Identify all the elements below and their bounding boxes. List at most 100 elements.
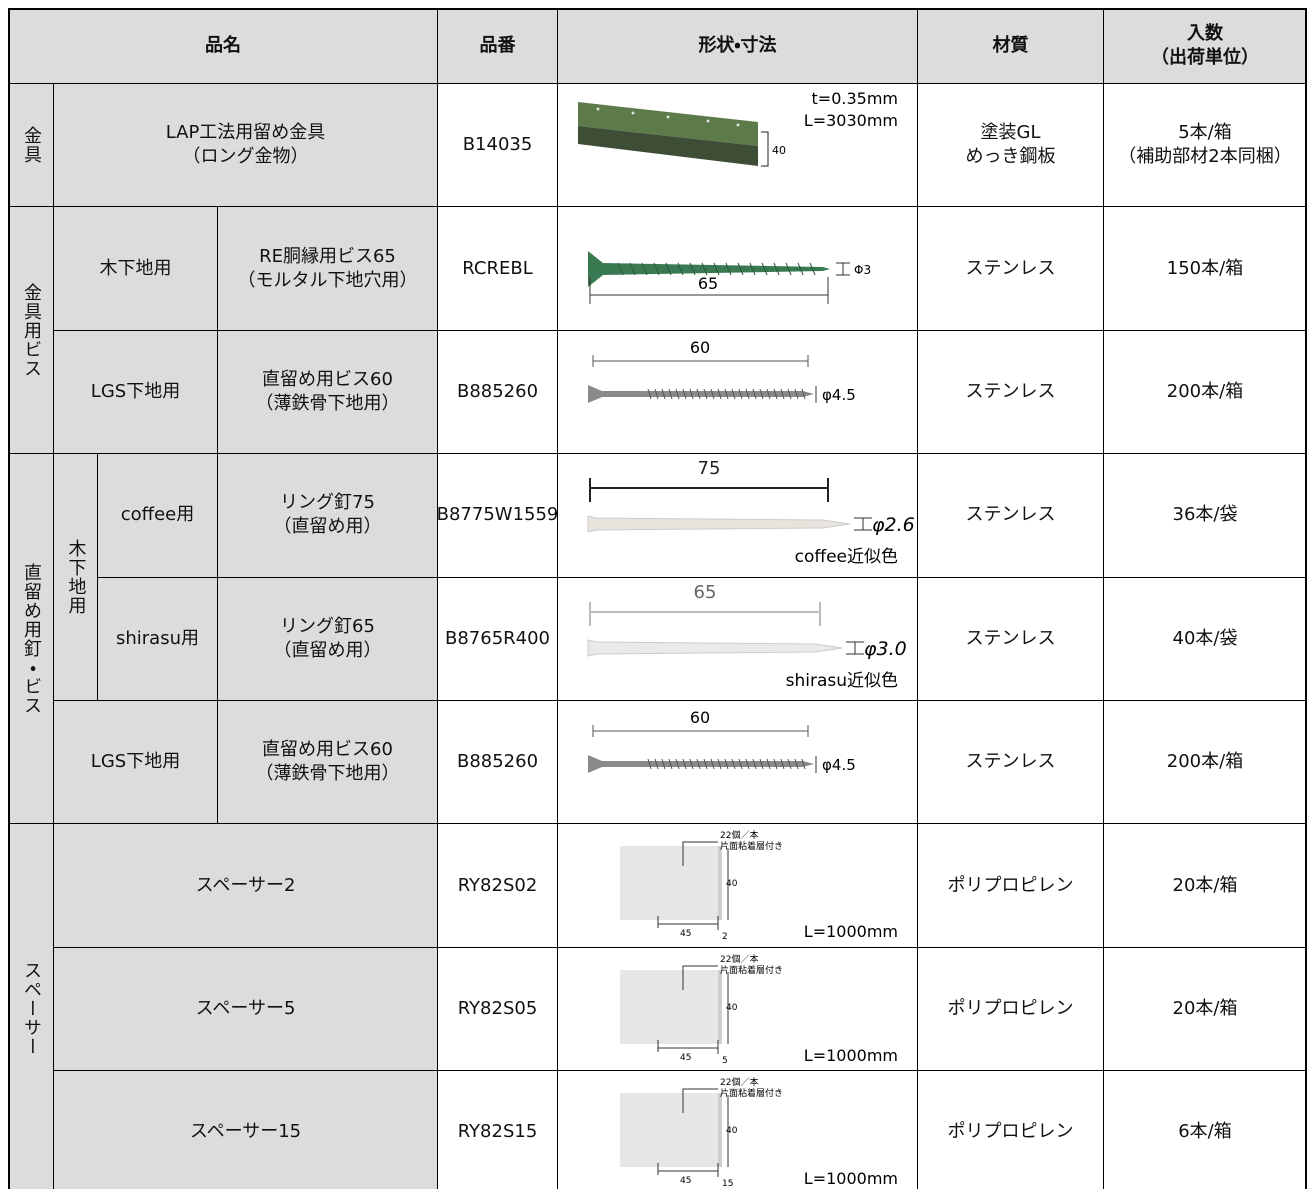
cell-text: 木下地用 [99, 257, 172, 279]
shape-label: 片面粘着層付き [720, 840, 783, 852]
material-cell: ステンレス [917, 576, 1104, 701]
cell-text: スペーサー15 [189, 1121, 302, 1143]
shape-graphic [738, 758, 743, 770]
cell-text: LGS下地用 [90, 380, 181, 402]
shape-graphic [666, 115, 670, 119]
cell-text: （薄鉄骨下地用） [255, 763, 400, 785]
shape-label: 45 [680, 1053, 691, 1063]
code-cell: B885260 [437, 329, 558, 455]
shape-graphic [766, 758, 771, 770]
shape-graphic [809, 263, 816, 276]
code-cell: RY82S02 [437, 823, 558, 948]
cell-text: shirasu用 [115, 627, 199, 649]
quantity-cell: 40本/袋 [1103, 576, 1307, 701]
cell-text: 200本/箱 [1166, 751, 1244, 773]
cell-text: RE胴縁用ビス65 [259, 245, 396, 267]
cell-text: coffee用 [120, 504, 195, 526]
shape-graphic [737, 263, 744, 276]
material-cell: ステンレス [917, 329, 1104, 455]
shape-graphic [589, 478, 829, 503]
cell-text: 直留め用釘・ビス [21, 562, 42, 715]
shape-graphic [724, 388, 729, 399]
shape-graphic [641, 263, 648, 276]
shape-graphic [752, 388, 757, 399]
name-cell: RE胴縁用ビス65 （モルタル下地穴用） [217, 206, 438, 331]
material-cell: ステンレス [917, 700, 1104, 825]
shape-graphic [661, 758, 666, 770]
cell-text: ステンレス [965, 627, 1056, 649]
cell-text: 材質 [992, 35, 1029, 56]
shape-graphic [745, 388, 750, 399]
shape-cell: 65 φ3.0 shirasu近似色 [557, 576, 918, 701]
shape-cell: t=0.35mm L=3030mm 40 [557, 83, 918, 208]
quantity-cell: 200本/箱 [1103, 700, 1307, 825]
shape-label: 2 [722, 932, 728, 942]
shape-graphic [718, 846, 722, 921]
cell-text: 金具用ビス [21, 282, 42, 378]
shape-graphic [725, 263, 732, 276]
cell-text: 200本/箱 [1166, 380, 1244, 402]
cell-text: ポリプロピレン [947, 1121, 1074, 1143]
shape-cell: 60 φ4.5 [557, 329, 918, 455]
cell-text: （直留め用） [273, 639, 382, 661]
cell-text: リング釘75 [280, 492, 375, 514]
shape-label: t=0.35mm [812, 89, 898, 108]
shape-label: φ4.5 [822, 386, 856, 404]
shape-graphic [668, 388, 673, 399]
cell-text: （出荷単位） [1151, 47, 1259, 68]
shape-graphic [703, 758, 708, 770]
shape-graphic [794, 388, 799, 399]
shape-graphic [718, 1093, 722, 1168]
shape-graphic [766, 388, 771, 399]
cell-text: 木下地用 [65, 539, 87, 616]
quantity-cell: 6本/箱 [1103, 1070, 1307, 1189]
shape-cell: 65 Φ3 [557, 206, 918, 331]
cell-text: スペーサー2 [195, 874, 296, 896]
cell-text: B885260 [456, 751, 539, 773]
shape-label: Φ3 [854, 263, 871, 277]
shape-cell: 60 φ4.5 [557, 700, 918, 825]
shape-graphic [620, 969, 718, 1044]
shape-graphic [596, 107, 600, 111]
group-label: スペーサー [8, 823, 54, 1189]
shape-graphic [592, 725, 809, 737]
shape-graphic [718, 969, 722, 1044]
code-cell: B885260 [437, 700, 558, 825]
shape-graphic [797, 263, 804, 276]
shape-graphic [629, 263, 636, 276]
shape-cell: 22個／本 片面粘着層付き 40 45 15 L=1000mm [557, 1070, 918, 1189]
cell-text: （モルタル下地穴用） [237, 269, 418, 291]
shape-label: 60 [690, 338, 710, 357]
cell-text: ステンレス [965, 380, 1056, 402]
cell-text: 品名 [205, 35, 241, 56]
material-cell: ステンレス [917, 206, 1104, 331]
shape-label: 片面粘着層付き [720, 964, 783, 976]
shape-graphic [647, 758, 652, 770]
cell-text: B885260 [456, 380, 539, 402]
shape-graphic [675, 388, 680, 399]
cell-text: RCREBL [462, 257, 533, 279]
shape-graphic [675, 758, 680, 770]
group-label: 金具 [8, 83, 54, 208]
shape-drawing: 75 φ2.6 coffee近似色 [587, 458, 915, 567]
name-cell: 直留め用ビス60 （薄鉄骨下地用） [217, 700, 438, 825]
shape-graphic [854, 517, 872, 531]
shape-graphic [689, 388, 694, 399]
cell-text: B8775W1559 [437, 504, 558, 526]
cell-text: めっき鋼板 [965, 146, 1056, 168]
name-cell: スペーサー15 [53, 1070, 438, 1189]
cell-text: 150本/箱 [1166, 257, 1244, 279]
shape-graphic [761, 131, 769, 167]
shape-graphic [703, 388, 708, 399]
shape-cell: 22個／本 片面粘着層付き 40 45 2 L=1000mm [557, 823, 918, 948]
header-cell: 品名 [8, 8, 438, 84]
cell-text: 入数 [1187, 23, 1223, 44]
shape-graphic [665, 263, 672, 276]
shape-graphic [592, 354, 809, 367]
shape-graphic [761, 263, 768, 276]
shape-label: L=3030mm [804, 111, 898, 130]
name-cell: 直留め用ビス60 （薄鉄骨下地用） [217, 329, 438, 455]
shape-graphic [759, 388, 764, 399]
